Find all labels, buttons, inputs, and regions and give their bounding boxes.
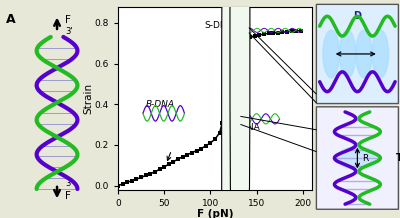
Text: Σ-DNA: Σ-DNA <box>231 123 260 132</box>
Ellipse shape <box>323 30 339 78</box>
FancyBboxPatch shape <box>316 107 398 209</box>
Text: 3': 3' <box>65 179 73 188</box>
Ellipse shape <box>356 30 372 78</box>
Text: S-DNA: S-DNA <box>204 21 233 30</box>
Ellipse shape <box>337 147 378 169</box>
Text: 3': 3' <box>65 27 73 36</box>
Text: A: A <box>6 13 16 26</box>
Text: D: D <box>354 11 362 21</box>
Y-axis label: Strain: Strain <box>83 83 93 114</box>
Text: B-DNA: B-DNA <box>146 100 175 109</box>
Ellipse shape <box>372 30 388 78</box>
Text: B: B <box>90 0 99 3</box>
Text: T: T <box>396 153 400 163</box>
Text: F: F <box>65 15 71 25</box>
Text: F: F <box>65 191 71 201</box>
Text: R: R <box>362 153 368 163</box>
FancyBboxPatch shape <box>316 4 398 104</box>
FancyBboxPatch shape <box>222 0 242 218</box>
X-axis label: F (pN): F (pN) <box>197 209 233 218</box>
FancyBboxPatch shape <box>230 0 250 197</box>
Ellipse shape <box>339 30 356 78</box>
